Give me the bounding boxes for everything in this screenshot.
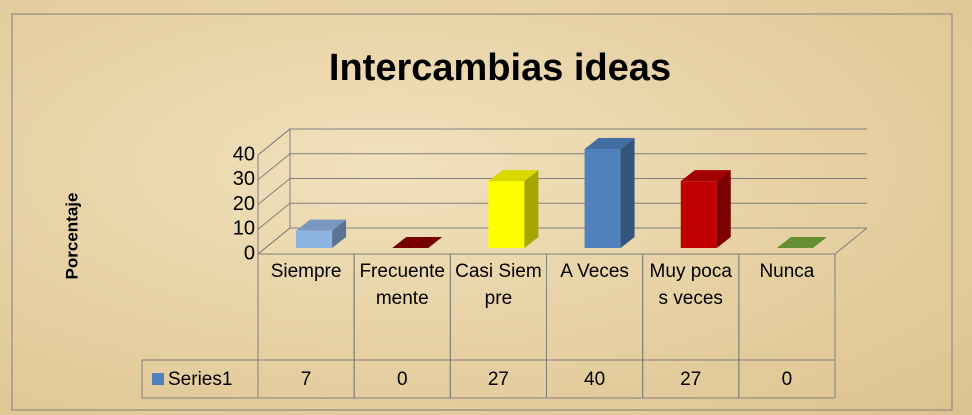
bar-front xyxy=(680,181,717,248)
category-cell: Siempre xyxy=(270,261,342,282)
category-cell: Casi Siempre xyxy=(455,261,542,309)
grid-line xyxy=(257,227,867,255)
bar-side xyxy=(332,219,347,248)
data-label: 27 xyxy=(488,369,509,390)
bar-top xyxy=(776,237,827,248)
data-label: 27 xyxy=(680,369,701,390)
x-tick-label: A Veces xyxy=(560,261,629,282)
bar-top xyxy=(296,219,347,231)
chart-border xyxy=(11,13,953,411)
bar-front xyxy=(488,181,525,248)
grid-line xyxy=(257,153,867,181)
data-label: 7 xyxy=(301,369,312,390)
floor xyxy=(258,227,868,255)
bar xyxy=(296,219,347,248)
data-label: 0 xyxy=(782,369,793,390)
category-cell: Nunca xyxy=(759,261,815,282)
bar-top xyxy=(584,138,635,149)
legend-swatch xyxy=(152,373,164,385)
x-tick-label: Siempre xyxy=(270,261,342,282)
bar xyxy=(392,237,443,248)
bar-side xyxy=(620,138,635,248)
y-tick-label: 20 xyxy=(233,193,255,215)
x-tick-label: Muy pocas veces xyxy=(649,261,732,309)
grid-line xyxy=(257,128,867,156)
bar-top xyxy=(680,170,731,182)
bar-front xyxy=(584,149,621,248)
bar-side xyxy=(524,170,539,248)
y-tick-label: 10 xyxy=(233,218,255,240)
bar-top xyxy=(392,237,443,248)
data-label: 0 xyxy=(397,369,408,390)
bar-side xyxy=(716,170,731,248)
category-cell: Frecuentemente xyxy=(359,261,445,309)
category-cell: A Veces xyxy=(560,261,629,282)
y-axis-label: Porcentaje xyxy=(62,193,81,280)
bar xyxy=(680,170,731,248)
y-tick-label: 30 xyxy=(233,168,255,190)
x-tick-label: Nunca xyxy=(759,261,815,282)
table-cell xyxy=(738,359,836,399)
data-label: 40 xyxy=(584,369,605,390)
y-tick-label: 0 xyxy=(244,242,255,264)
bar xyxy=(776,237,827,248)
category-cell: Muy pocas veces xyxy=(649,261,732,309)
chart-title: Intercambias ideas xyxy=(329,47,671,89)
grid-line xyxy=(257,202,867,230)
grid-line xyxy=(257,178,867,205)
x-tick-label: Frecuentemente xyxy=(359,261,445,309)
bar xyxy=(584,138,635,248)
x-tick-label: Casi Siempre xyxy=(455,261,542,309)
bar-top xyxy=(488,170,539,182)
y-tick-label: 40 xyxy=(233,143,255,165)
legend-label: Series1 xyxy=(168,369,232,390)
bar-front xyxy=(296,230,333,248)
bar xyxy=(488,170,539,248)
